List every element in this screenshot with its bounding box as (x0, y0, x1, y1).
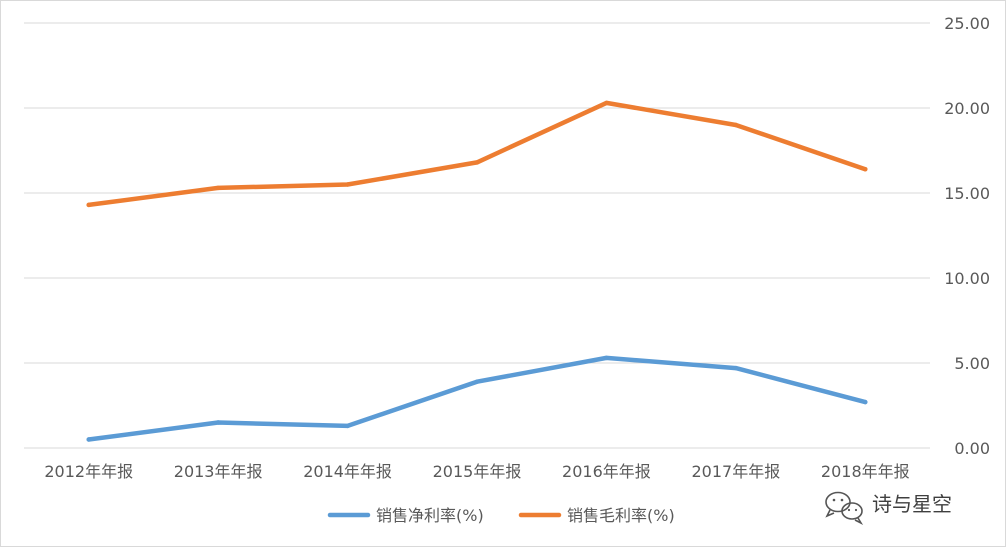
wechat-icon (825, 491, 864, 525)
legend: 销售净利率(%) 销售毛利率(%) (327, 506, 675, 525)
legend-item-net-margin: 销售净利率(%) (327, 506, 484, 525)
data-point (733, 122, 739, 128)
data-point (604, 100, 609, 106)
data-point (215, 420, 221, 425)
data-point (604, 355, 609, 361)
watermark: 诗与星空 (825, 491, 952, 525)
data-point (863, 399, 868, 405)
data-point (474, 160, 480, 165)
x-tick-label: 2013年年报 (174, 462, 263, 481)
data-point (345, 182, 350, 187)
data-point (86, 437, 91, 442)
legend-item-gross-margin: 销售毛利率(%) (518, 506, 675, 525)
x-tick-label: 2017年年报 (691, 462, 780, 481)
data-point (733, 365, 739, 371)
y-tick-label: 20.00 (944, 99, 990, 118)
series-line-1 (86, 100, 868, 208)
data-point (345, 423, 350, 429)
legend-label-net-margin: 销售净利率(%) (376, 506, 484, 525)
x-tick-label: 2015年年报 (433, 462, 522, 481)
x-axis-ticks: 2012年年报 2013年年报 2014年年报 2015年年报 2016年年报 2017年… (44, 462, 909, 481)
series-lines (86, 100, 868, 442)
x-tick-label: 2018年年报 (821, 462, 910, 481)
data-point (86, 202, 91, 208)
watermark-text: 诗与星空 (872, 492, 952, 516)
y-tick-label: 5.00 (954, 354, 990, 373)
y-tick-label: 10.00 (944, 269, 990, 288)
data-point (474, 379, 480, 384)
series-line-0 (86, 355, 868, 442)
x-tick-label: 2014年年报 (303, 462, 392, 481)
y-tick-label: 0.00 (954, 439, 990, 458)
x-tick-label: 2012年年报 (44, 462, 133, 481)
y-axis-ticks: 0.00 5.00 10.00 15.00 20.00 25.00 (944, 14, 990, 458)
data-point (215, 185, 221, 191)
legend-label-gross-margin: 销售毛利率(%) (567, 506, 675, 525)
y-tick-label: 15.00 (944, 184, 990, 203)
data-point (863, 167, 868, 172)
y-tick-label: 25.00 (944, 14, 990, 33)
x-tick-label: 2016年年报 (562, 462, 651, 481)
